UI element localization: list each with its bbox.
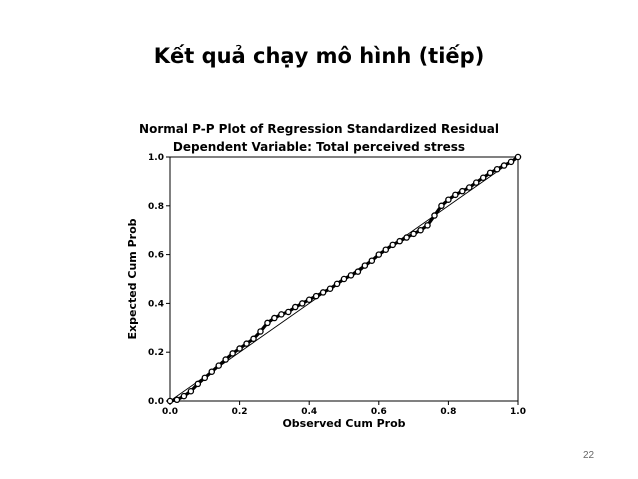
data-point [368, 257, 376, 264]
data-point [278, 311, 285, 318]
y-tick-label: 0.6 [148, 251, 164, 261]
data-point [264, 319, 271, 327]
data-point [257, 328, 264, 335]
data-point [466, 184, 473, 191]
data-point [187, 387, 195, 395]
y-axis-label: Expected Cum Prob [126, 218, 139, 339]
data-point [431, 212, 438, 219]
data-point [417, 226, 424, 234]
x-tick-label: 0.2 [232, 407, 248, 417]
data-point [292, 303, 299, 311]
chart-title: Normal P-P Plot of Regression Standardiz… [139, 122, 499, 136]
data-point [333, 280, 341, 288]
chart-subtitle: Dependent Variable: Total perceived stre… [173, 140, 465, 154]
y-tick-label: 0.4 [148, 299, 164, 309]
data-point [424, 222, 431, 229]
y-tick-label: 1.0 [148, 153, 164, 163]
data-point [319, 289, 327, 296]
data-point [452, 191, 459, 199]
data-point [305, 296, 313, 303]
data-point [166, 397, 174, 405]
data-point [438, 202, 445, 210]
data-point [389, 241, 396, 249]
data-point [326, 285, 334, 293]
data-point [340, 275, 348, 283]
data-point [312, 292, 320, 300]
data-point [396, 237, 403, 245]
data-point [514, 153, 522, 161]
x-tick-label: 0.4 [301, 407, 317, 417]
data-point [208, 368, 216, 375]
data-point [285, 308, 292, 316]
data-point [410, 230, 417, 238]
x-tick-label: 0.6 [371, 407, 387, 417]
data-point [493, 165, 501, 173]
data-point [500, 162, 508, 169]
x-tick-label: 1.0 [510, 407, 526, 417]
data-point [250, 335, 257, 343]
data-point [298, 300, 306, 307]
y-tick-label: 0.8 [148, 202, 164, 212]
data-point [459, 187, 466, 195]
data-point [243, 340, 250, 347]
data-point [173, 396, 181, 404]
x-tick-label: 0.8 [440, 407, 456, 417]
data-point [445, 196, 452, 203]
data-point [382, 246, 390, 253]
data-point [479, 174, 487, 181]
page-number: 22 [583, 450, 595, 461]
x-axis-label: Observed Cum Prob [282, 417, 405, 430]
data-point [354, 268, 362, 275]
data-point [215, 362, 222, 369]
data-point [472, 179, 480, 186]
data-point [403, 234, 410, 241]
x-tick-label: 0.0 [162, 407, 178, 417]
slide-title: Kết quả chạy mô hình (tiếp) [153, 44, 485, 68]
data-point [236, 345, 243, 352]
data-point [361, 262, 369, 269]
data-point [194, 380, 202, 388]
data-point [507, 158, 515, 166]
data-point [271, 314, 278, 322]
y-tick-label: 0.0 [148, 397, 164, 407]
data-point [347, 272, 355, 279]
y-tick-label: 0.2 [148, 348, 164, 358]
data-point [201, 374, 209, 382]
data-point [180, 392, 188, 400]
data-point [229, 350, 236, 357]
chart-canvas: Normal P-P Plot of Regression Standardiz… [126, 122, 526, 430]
data-point [375, 251, 383, 258]
data-point [222, 356, 229, 363]
data-point [486, 169, 494, 177]
